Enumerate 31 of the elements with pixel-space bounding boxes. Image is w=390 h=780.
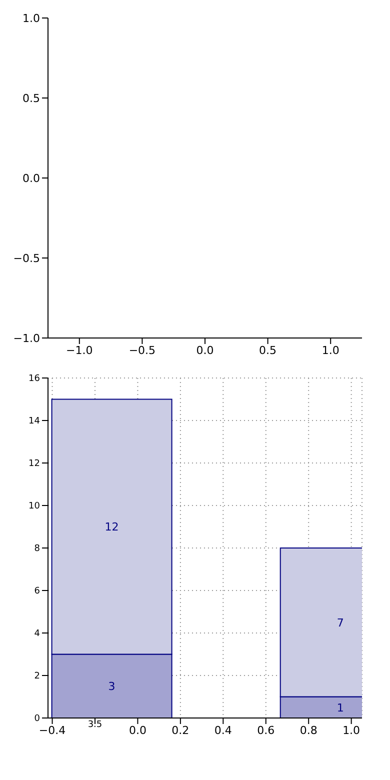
x-tick-label: 0.2 <box>172 724 190 737</box>
x-tick-label: −0.4 <box>38 724 66 737</box>
data-label: 7 <box>336 616 344 630</box>
y-tick-label: −1.0 <box>13 332 40 345</box>
data-label: 1 <box>336 701 344 714</box>
y-tick-label: 6 <box>34 586 40 597</box>
y-tick-label: 10 <box>28 502 40 512</box>
y-tick-label: 0 <box>34 714 40 724</box>
y-tick-label: 0.5 <box>22 92 40 105</box>
y-tick-label: 14 <box>28 416 40 427</box>
y-tick-label: 2 <box>34 672 40 682</box>
y-tick-label: 16 <box>28 374 40 384</box>
x-tick-label: 0.8 <box>300 724 318 737</box>
y-tick-label: −0.5 <box>13 252 40 265</box>
text: 3.5 <box>86 720 104 730</box>
y-tick-label: 4 <box>34 629 40 640</box>
y-tick-label: 1.0 <box>22 12 40 25</box>
x-tick-label: 1.0 <box>342 724 360 737</box>
data-label: 3 <box>108 680 116 694</box>
x-tick-label: −0.5 <box>128 344 156 357</box>
data-label: 12 <box>104 520 119 534</box>
x-tick-label: 1.0 <box>322 344 340 357</box>
x-tick-label: 0.0 <box>196 344 214 357</box>
x-tick-label: 0.6 <box>257 724 275 737</box>
x-tick-label: −1.0 <box>66 344 93 357</box>
x-tick-label: 0.4 <box>214 724 232 737</box>
x-tick-label: 0.0 <box>128 724 146 737</box>
x-tick-label: 0.5 <box>259 344 277 357</box>
y-tick-label: 12 <box>28 459 40 470</box>
y-tick-label: 8 <box>34 544 40 554</box>
y-tick-label: 0.0 <box>22 172 40 185</box>
